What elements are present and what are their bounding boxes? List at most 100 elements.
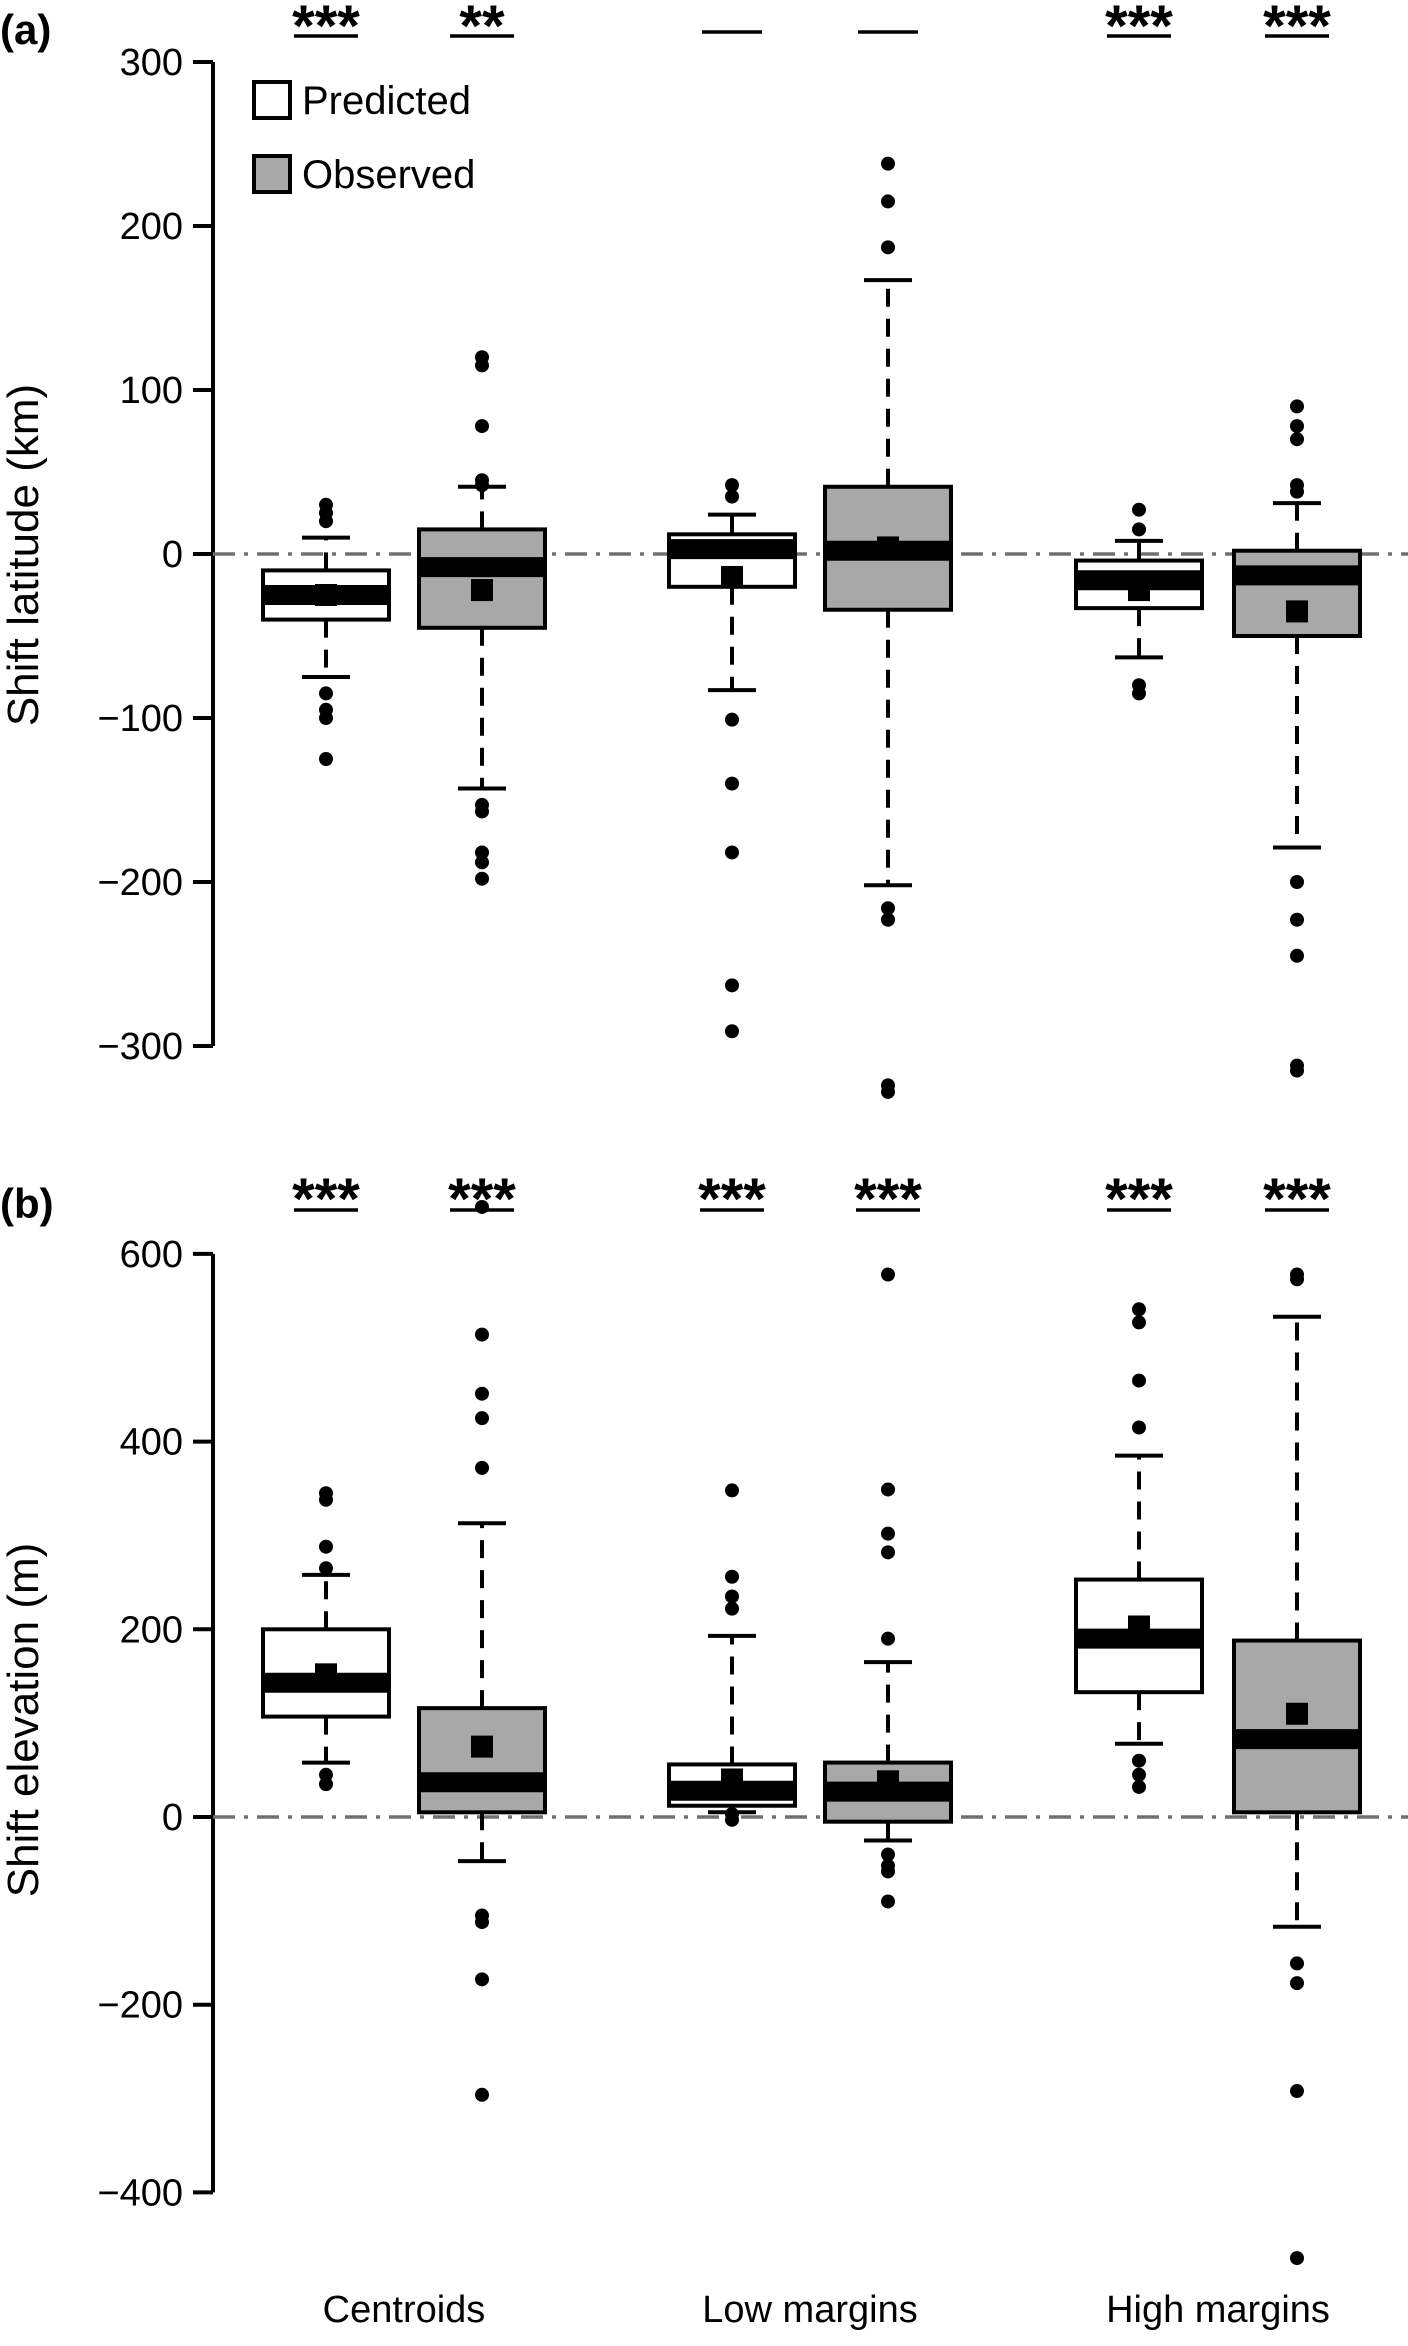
outlier-point: [475, 358, 489, 373]
mean-marker: [877, 1770, 899, 1793]
y-axis-title: Shift elevation (m): [0, 1543, 48, 1898]
legend-swatch-predicted: [252, 80, 292, 120]
mean-marker: [315, 1663, 337, 1686]
outlier-point: [725, 489, 739, 504]
outlier-point: [881, 1267, 895, 1282]
outlier-point: [881, 1545, 895, 1560]
outlier-point: [475, 1915, 489, 1930]
significance-label: ***: [292, 1167, 360, 1232]
category-label: High margins: [1106, 2289, 1330, 2331]
outlier-point: [881, 912, 895, 927]
outlier-point: [319, 752, 333, 766]
outlier-point: [319, 1492, 333, 1507]
outlier-point: [475, 2087, 489, 2102]
outlier-point: [319, 1561, 333, 1576]
mean-marker: [877, 536, 899, 559]
panel-label: (b): [0, 1180, 54, 1227]
y-tick-label: 0: [162, 1797, 183, 1839]
mean-marker: [471, 579, 493, 602]
y-tick-label: 600: [120, 1234, 183, 1276]
significance-label: ***: [854, 1167, 922, 1232]
box-iqr: [417, 527, 547, 630]
outlier-point: [1132, 1315, 1146, 1330]
y-tick-label: 200: [120, 1609, 183, 1651]
mean-marker: [721, 1768, 743, 1791]
outlier-point: [725, 1024, 739, 1039]
outlier-point: [475, 1327, 489, 1342]
panel-a: (a) 300 200 100 0 −100 −200 −300 Shift latitude …: [0, 0, 1408, 1099]
outlier-point: [475, 871, 489, 886]
outlier-point: [725, 1569, 739, 1584]
panel-label: (a): [0, 6, 51, 53]
box-low-margins-observed: [823, 30, 953, 1099]
outlier-point: [881, 1864, 895, 1879]
mean-marker: [471, 1735, 493, 1758]
y-tick-label: −100: [97, 698, 183, 740]
panel-b: (b) 600 400 200 0 −200 −400 Shift elevation (m)…: [0, 1167, 1408, 2266]
outlier-point: [319, 1539, 333, 1554]
outlier-point: [1132, 502, 1146, 517]
legend-swatch-observed: [252, 154, 292, 194]
box-low-margins-predicted: [667, 30, 797, 1039]
category-label: Low margins: [702, 2289, 917, 2331]
outlier-point: [1290, 1272, 1304, 1287]
outlier-point: [1290, 912, 1304, 927]
box-centroids-observed: **: [417, 0, 547, 886]
y-tick-label: 400: [120, 1422, 183, 1464]
outlier-point: [881, 1894, 895, 1909]
legend-label-predicted: Predicted: [302, 79, 471, 123]
outlier-point: [1290, 2251, 1304, 2266]
outlier-point: [1290, 399, 1304, 414]
outlier-point: [475, 1972, 489, 1987]
legend-label-observed: Observed: [302, 153, 475, 197]
significance-label: ***: [292, 0, 360, 59]
significance-label: ***: [448, 1167, 516, 1232]
outlier-point: [881, 156, 895, 171]
box-iqr: [1232, 548, 1362, 638]
box-centroids-predicted: ***: [261, 1167, 391, 1792]
outlier-point: [881, 901, 895, 916]
significance-label: ***: [1105, 1167, 1173, 1232]
box-iqr: [1232, 1638, 1362, 1815]
outlier-point: [475, 478, 489, 493]
outlier-point: [319, 1777, 333, 1792]
y-tick-label: 100: [120, 370, 183, 412]
outlier-point: [475, 804, 489, 819]
outlier-point: [725, 1601, 739, 1616]
mean-marker: [721, 565, 743, 588]
significance-label: ***: [698, 1167, 766, 1232]
outlier-point: [881, 1631, 895, 1646]
significance-label: ***: [1263, 1167, 1331, 1232]
box-centroids-observed: ***: [417, 1167, 547, 2102]
outlier-point: [475, 1199, 489, 1214]
outlier-point: [725, 478, 739, 493]
outlier-point: [1132, 686, 1146, 701]
y-tick-label: 300: [120, 42, 183, 84]
outlier-point: [1290, 419, 1304, 434]
y-tick-label: 200: [120, 206, 183, 248]
outlier-point: [1132, 522, 1146, 537]
y-axis-title: Shift latitude (km): [0, 384, 48, 726]
y-tick-label: −200: [97, 862, 183, 904]
outlier-point: [1290, 875, 1304, 889]
outlier-point: [319, 686, 333, 701]
box-low-margins-observed: ***: [823, 1167, 953, 1909]
outlier-point: [1132, 1420, 1146, 1435]
outlier-point: [475, 1411, 489, 1426]
y-tick-label: −400: [97, 2172, 183, 2214]
outlier-point: [1132, 1767, 1146, 1782]
outlier-point: [1290, 1063, 1304, 1078]
box-iqr: [417, 1706, 547, 1815]
box-low-margins-predicted: ***: [667, 1167, 797, 1827]
outlier-point: [1132, 1302, 1146, 1317]
outlier-point: [475, 845, 489, 860]
outlier-point: [319, 514, 333, 529]
outlier-point: [881, 1482, 895, 1497]
outlier-point: [475, 1460, 489, 1475]
box-high-margins-predicted: ***: [1074, 0, 1204, 701]
significance-label: ***: [1105, 0, 1173, 59]
box-high-margins-observed: ***: [1232, 1167, 1362, 2266]
box-high-margins-observed: ***: [1232, 0, 1362, 1078]
outlier-point: [725, 1589, 739, 1604]
